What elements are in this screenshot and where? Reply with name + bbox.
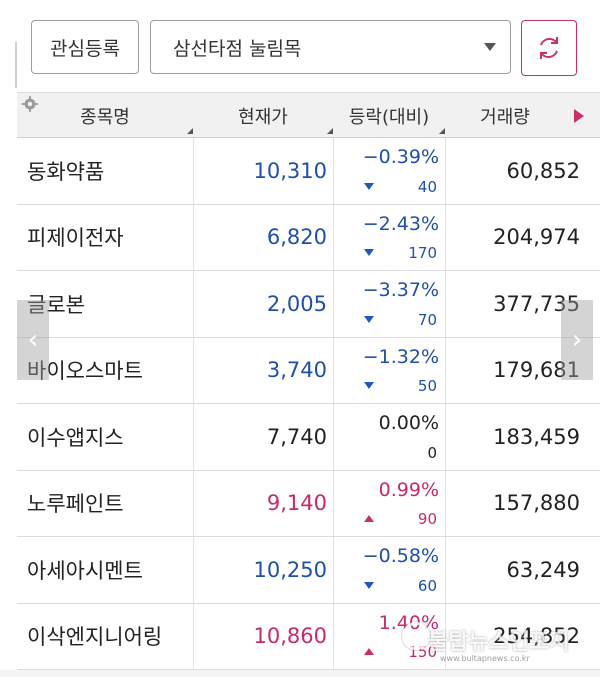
- sort-corner-icon: [439, 128, 445, 134]
- stock-name: 이삭엔지니어링: [27, 625, 163, 650]
- drag-handle[interactable]: [12, 42, 17, 88]
- column-header-name[interactable]: 종목명: [17, 93, 193, 139]
- stock-table: 동화약품 10,310 −0.39% 40 60,852 피제이전자 6,820…: [17, 138, 600, 670]
- table-header: 종목명 현재가 등락(대비) 거래량: [17, 92, 600, 138]
- current-price: 7,740: [193, 404, 333, 470]
- change-percent: −1.32%: [362, 345, 439, 368]
- change-cell: −3.37% 70: [333, 271, 445, 337]
- change-cell: −2.43% 170: [333, 204, 445, 270]
- down-arrow-icon: [364, 581, 374, 589]
- watermark: 불탑뉴스인포지 www.bultapnews.co.kr: [400, 616, 600, 671]
- current-price: 10,860: [193, 603, 333, 669]
- change-amount: 70: [417, 310, 437, 329]
- watermark-text: 불탑뉴스인포지: [428, 630, 570, 655]
- table-row[interactable]: 이수앱지스 7,740 0.00% 0 183,459: [17, 404, 600, 471]
- change-percent: 0.99%: [378, 478, 439, 501]
- up-arrow-icon: [364, 515, 374, 522]
- change-percent: −0.39%: [362, 146, 439, 168]
- column-change-label: 등락(대비): [348, 107, 430, 128]
- change-amount: 50: [417, 377, 437, 395]
- table-row[interactable]: 노루페인트 9,140 0.99% 90 157,880: [17, 470, 600, 537]
- up-arrow-icon: [364, 648, 374, 655]
- table-row[interactable]: 바이오스마트 3,740 −1.32% 50 179,681: [17, 337, 600, 404]
- current-price: 6,820: [193, 204, 333, 270]
- volume: 60,852: [445, 138, 600, 204]
- watchlist-group-label: 삼선타점 눌림목: [173, 37, 302, 60]
- refresh-button[interactable]: [521, 20, 577, 76]
- volume: 254,852: [445, 603, 600, 669]
- stock-name: 노루페인트: [27, 492, 124, 517]
- change-amount: 60: [417, 576, 437, 595]
- change-cell: −0.58% 60: [333, 537, 445, 603]
- down-arrow-icon: [364, 249, 374, 256]
- change-amount: 170: [408, 244, 437, 262]
- change-cell: −1.32% 50: [333, 337, 445, 403]
- change-percent: −3.37%: [362, 279, 439, 301]
- gear-icon[interactable]: [21, 95, 39, 113]
- volume: 63,249: [445, 537, 600, 603]
- change-cell: 0.99% 90: [333, 470, 445, 536]
- column-header-change[interactable]: 등락(대비): [333, 93, 445, 139]
- chevron-down-icon: [484, 43, 496, 51]
- current-price: 2,005: [193, 271, 333, 337]
- toolbar: 관심등록 삼선타점 눌림목: [17, 0, 600, 92]
- column-volume-label: 거래량: [480, 107, 530, 128]
- watermark-logo-icon: [402, 622, 430, 650]
- current-price: 10,250: [193, 537, 333, 603]
- watermark-url: www.bultapnews.co.kr: [440, 654, 530, 663]
- column-name-label: 종목명: [80, 107, 130, 128]
- down-arrow-icon: [364, 315, 374, 323]
- volume: 179,681: [445, 337, 600, 403]
- add-to-watchlist-button[interactable]: 관심등록: [31, 20, 139, 74]
- watchlist-group-select[interactable]: 삼선타점 눌림목: [150, 20, 511, 74]
- down-arrow-icon: [364, 182, 374, 190]
- stock-name: 글로본: [27, 292, 85, 317]
- bottom-strip: [0, 670, 600, 677]
- table-row[interactable]: 동화약품 10,310 −0.39% 40 60,852: [17, 138, 600, 205]
- volume: 377,735: [445, 271, 600, 337]
- next-page-button[interactable]: ›: [561, 300, 593, 380]
- refresh-icon: [540, 37, 558, 59]
- next-columns-icon[interactable]: [574, 109, 584, 123]
- stock-name: 이수앱지스: [27, 425, 124, 450]
- table-row[interactable]: 피제이전자 6,820 −2.43% 170 204,974: [17, 204, 600, 271]
- volume: 157,880: [445, 470, 600, 536]
- change-percent: 0.00%: [378, 412, 439, 434]
- volume: 204,974: [445, 204, 600, 270]
- volume: 183,459: [445, 404, 600, 470]
- stock-name: 피제이전자: [27, 226, 124, 251]
- change-cell: −0.39% 40: [333, 138, 445, 204]
- change-amount: 90: [417, 510, 437, 528]
- column-price-label: 현재가: [238, 107, 288, 128]
- current-price: 9,140: [193, 470, 333, 536]
- table-row[interactable]: 아세아시멘트 10,250 −0.58% 60 63,249: [17, 537, 600, 604]
- down-arrow-icon: [364, 382, 374, 389]
- current-price: 10,310: [193, 138, 333, 204]
- sort-corner-icon: [187, 128, 193, 134]
- change-percent: −2.43%: [362, 212, 439, 235]
- sort-corner-icon: [327, 128, 333, 134]
- table-row[interactable]: 이삭엔지니어링 10,860 1.40% 150 254,852: [17, 603, 600, 670]
- column-header-price[interactable]: 현재가: [193, 93, 333, 139]
- stock-name: 동화약품: [27, 159, 105, 184]
- chevron-left-icon: ‹: [27, 325, 39, 355]
- table-row[interactable]: 글로본 2,005 −3.37% 70 377,735: [17, 271, 600, 338]
- change-amount: 0: [427, 443, 437, 462]
- current-price: 3,740: [193, 337, 333, 403]
- chevron-right-icon: ›: [571, 325, 583, 355]
- stock-name: 바이오스마트: [27, 359, 143, 384]
- previous-page-button[interactable]: ‹: [17, 300, 49, 380]
- change-amount: 40: [417, 177, 437, 196]
- change-cell: 0.00% 0: [333, 404, 445, 470]
- column-header-volume[interactable]: 거래량: [445, 93, 565, 139]
- stock-name: 아세아시멘트: [27, 558, 143, 583]
- change-percent: −0.58%: [362, 545, 439, 567]
- left-edge: [0, 0, 17, 677]
